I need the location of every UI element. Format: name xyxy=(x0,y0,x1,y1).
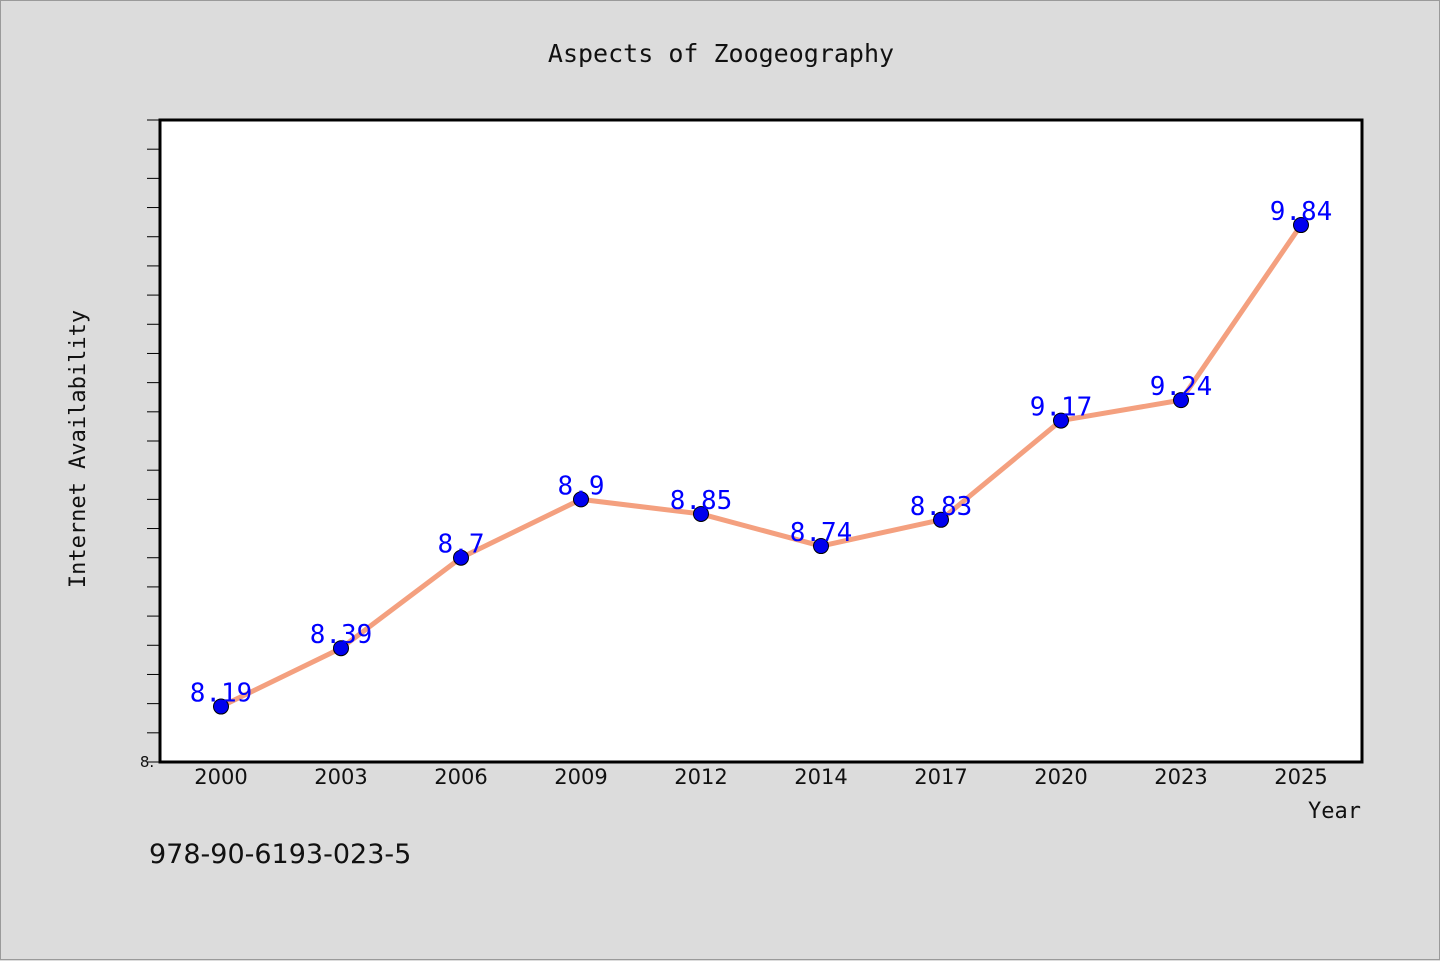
data-point xyxy=(573,491,589,508)
x-axis-label: Year xyxy=(1308,799,1361,824)
data-label: 9.17 xyxy=(1030,393,1093,423)
data-point xyxy=(813,538,829,555)
data-point xyxy=(213,698,229,715)
x-tick-label: 2003 xyxy=(314,765,367,789)
plot-area xyxy=(158,118,1364,764)
data-label: 9.84 xyxy=(1270,197,1333,227)
y-axis-label: Internet Availability xyxy=(66,310,91,588)
data-label: 8.85 xyxy=(670,486,733,516)
x-tick-label: 2012 xyxy=(674,765,727,789)
x-axis-tick-labels: 2000 2003 2006 2009 2012 2014 2017 2020 2023 2025 xyxy=(194,765,1327,789)
data-label: 8.74 xyxy=(790,518,853,548)
data-label: 8.7 xyxy=(438,530,485,560)
data-labels: 8.19 8.39 8.7 8.9 8.85 8.74 8.83 9.17 9.24 9.84 xyxy=(190,197,1333,709)
data-point xyxy=(333,640,349,657)
x-tick-label: 2020 xyxy=(1034,765,1087,789)
x-tick-label: 2017 xyxy=(914,765,967,789)
data-point xyxy=(1053,412,1069,429)
data-label: 9.24 xyxy=(1150,372,1213,402)
data-point xyxy=(693,505,709,522)
y-tick-label: 8. xyxy=(140,753,154,771)
x-tick-label: 2000 xyxy=(194,765,247,789)
y-axis-ticks xyxy=(147,119,159,763)
x-tick-label: 2025 xyxy=(1274,765,1327,789)
data-point xyxy=(453,549,469,566)
data-point xyxy=(933,511,949,528)
x-tick-label: 2014 xyxy=(794,765,847,789)
series-line xyxy=(218,222,1304,710)
chart-title: Aspects of Zoogeography xyxy=(548,39,894,68)
x-tick-label: 2006 xyxy=(434,765,487,789)
x-tick-label: 2009 xyxy=(554,765,607,789)
data-label: 8.83 xyxy=(910,492,973,522)
data-markers xyxy=(213,217,1309,715)
data-point xyxy=(1173,392,1189,409)
isbn-text: 978-90-6193-023-5 xyxy=(149,839,411,870)
data-label: 8.9 xyxy=(558,471,605,501)
data-point xyxy=(1293,217,1309,234)
x-tick-label: 2023 xyxy=(1154,765,1207,789)
data-label: 8.39 xyxy=(310,620,373,650)
data-label: 8.19 xyxy=(190,679,253,709)
